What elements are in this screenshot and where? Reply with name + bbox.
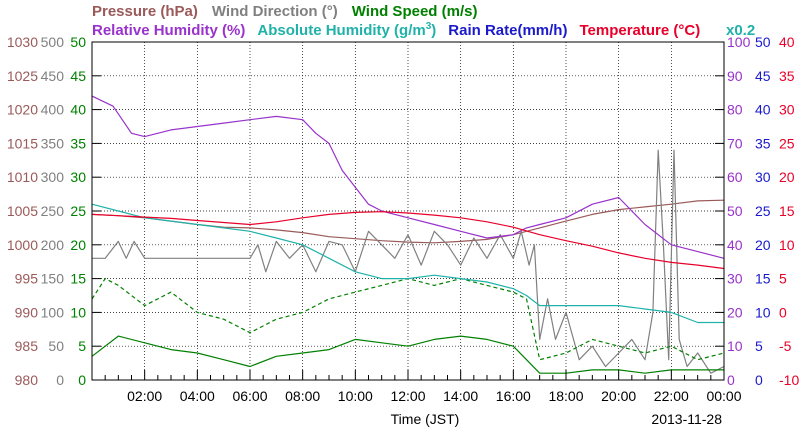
y-tick-label-wind_dir: 300 [41,169,65,185]
x-tick-label: 18:00 [548,388,583,404]
x-axis-label: Time (JST) [391,411,460,427]
y-tick-label-pressure: 1005 [7,203,38,219]
y-tick-label-temperature: 10 [779,237,795,253]
y-tick-label-temperature: 15 [779,203,795,219]
x-tick-label: 10:00 [338,388,373,404]
y-tick-label-humidity: 30 [727,271,743,287]
y-tick-label-wind_dir: 250 [41,203,65,219]
y-tick-label-pressure: 1030 [7,34,38,50]
y-tick-label-wind_dir: 350 [41,135,65,151]
y-tick-label-pressure: 1000 [7,237,38,253]
x-tick-label: 06:00 [232,388,267,404]
legend-entry-row2: Rain Rate(mm/h) [448,22,567,39]
legend-entry-row1: Wind Direction (°) [212,3,338,20]
y-tick-label-pressure: 1015 [7,135,38,151]
y-tick-label-pressure: 1010 [7,169,38,185]
y-tick-label-pressure: 995 [15,271,39,287]
y-tick-label-rain_rate: 20 [755,237,771,253]
y-tick-label-temperature: 30 [779,102,795,118]
y-tick-label-pressure: 985 [15,338,39,354]
x-tick-label: 12:00 [390,388,425,404]
y-tick-label-humidity: 80 [727,102,743,118]
x-tick-label: 20:00 [601,388,636,404]
y-tick-label-wind_dir: 150 [41,271,65,287]
y-tick-label-wind_speed: 40 [70,102,86,118]
legend-entry-row1: Pressure (hPa) [92,3,198,20]
y-tick-label-humidity: 90 [727,68,743,84]
x-axis: 02:00 04:00 06:00 08:00 10:00 12:00 14:00 16:00… [91,370,742,404]
series-line-temperature [91,211,725,270]
y-tick-label-wind_speed: 20 [70,237,86,253]
y-tick-label-wind_speed: 30 [70,169,86,185]
series-layer [91,95,725,374]
x-tick-label: 22:00 [654,388,689,404]
legend-entry-row2: Absolute Humidity (g/m3) [257,21,436,39]
y-tick-label-humidity: 60 [727,169,743,185]
x-tick-label: 02:00 [127,388,162,404]
legend: Pressure (hPa) Wind Direction (°) Wind Spe… [92,3,755,39]
y-tick-label-wind_dir: 200 [41,237,65,253]
y-tick-label-rain_rate: 5 [755,338,763,354]
series-line-wind_speed [91,335,724,374]
y-tick-label-humidity: 0 [727,372,735,388]
y-tick-label-rain_rate: 45 [755,68,771,84]
y-tick-label-wind_dir: 0 [56,372,64,388]
y-tick-label-rain_rate: 25 [755,203,771,219]
y-tick-label-temperature: 0 [779,304,787,320]
y-tick-label-temperature: -10 [779,372,799,388]
y-tick-label-rain_rate: 10 [755,304,771,320]
y-tick-label-wind_speed: 15 [70,271,86,287]
y-tick-label-pressure: 1025 [7,68,38,84]
y-tick-label-rain_rate: 35 [755,135,771,151]
y-tick-label-wind_speed: 5 [78,338,86,354]
y-tick-label-rain_rate: 15 [755,271,771,287]
series-line-wind_dir [92,149,725,374]
y-tick-label-humidity: 10 [727,338,743,354]
x-tick-label: 08:00 [285,388,320,404]
x-tick-label: 14:00 [443,388,478,404]
y-tick-label-temperature: 40 [779,34,795,50]
y-tick-label-humidity: 50 [727,203,743,219]
y-tick-label-wind_dir: 100 [41,304,65,320]
y-tick-label-wind_speed: 50 [70,34,86,50]
series-line-humidity [91,95,725,259]
y-tick-label-humidity: 20 [727,304,743,320]
y-tick-label-wind_dir: 450 [41,68,65,84]
y-tick-label-humidity: 40 [727,237,743,253]
x-tick-label: 04:00 [180,388,215,404]
x-tick-label: 16:00 [496,388,531,404]
y-tick-label-rain_rate: 50 [755,34,771,50]
y-axes: 1030102510201015101010051000995990985980… [7,34,800,388]
y-tick-label-wind_speed: 10 [70,304,86,320]
y-tick-label-wind_speed: 35 [70,135,86,151]
y-tick-label-temperature: 5 [779,271,787,287]
y-tick-label-temperature: 20 [779,169,795,185]
legend-entry-row2: Temperature (°C) [579,22,700,39]
y-tick-label-wind_dir: 500 [41,34,65,50]
y-tick-label-humidity: 70 [727,135,743,151]
legend-entry-row1: Wind Speed (m/s) [352,3,478,20]
date-label: 2013-11-28 [651,411,722,427]
y-tick-label-temperature: -5 [779,338,792,354]
y-tick-label-temperature: 35 [779,68,795,84]
y-tick-label-wind_speed: 25 [70,203,86,219]
y-tick-label-pressure: 1020 [7,102,38,118]
legend-entry-row2: Relative Humidity (%) [92,22,245,39]
y-tick-label-pressure: 990 [15,304,39,320]
series-line-humidity [91,203,724,324]
y-tick-label-wind_speed: 0 [78,372,86,388]
y-tick-label-rain_rate: 40 [755,102,771,118]
y-tick-label-wind_dir: 400 [41,102,65,118]
y-tick-label-pressure: 980 [15,372,39,388]
y-tick-label-wind_speed: 45 [70,68,86,84]
y-tick-label-humidity: 100 [727,34,751,50]
scale-note: x0.2 [726,22,755,39]
y-tick-label-rain_rate: 0 [755,372,763,388]
y-tick-label-wind_dir: 50 [48,338,64,354]
y-tick-label-temperature: 25 [779,135,795,151]
x-tick-label: 00:00 [706,388,741,404]
y-tick-label-rain_rate: 30 [755,169,771,185]
